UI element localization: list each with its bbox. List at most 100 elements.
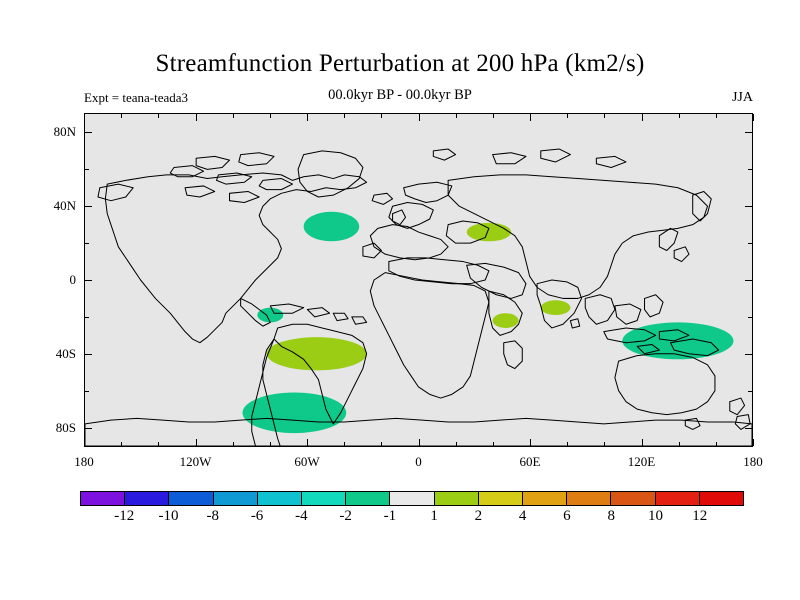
y-tick <box>745 428 752 429</box>
y-tick <box>85 169 89 170</box>
x-tick <box>456 114 457 118</box>
x-tick <box>679 442 680 446</box>
x-tick <box>381 114 382 118</box>
y-tick <box>85 391 89 392</box>
world-map <box>85 148 752 446</box>
colorbar-swatch <box>346 492 391 505</box>
x-tick <box>419 114 420 121</box>
x-tick <box>642 114 643 121</box>
colorbar-tick-label: 4 <box>518 508 527 524</box>
x-tick <box>419 439 420 446</box>
map-plot-area <box>84 113 753 447</box>
colorbar-tick-label: 10 <box>647 508 663 524</box>
y-tick <box>748 243 752 244</box>
x-tick <box>270 114 271 118</box>
x-axis-label: 120E <box>627 454 656 469</box>
x-tick <box>679 114 680 118</box>
x-tick <box>530 439 531 446</box>
colorbar-tick-label: -4 <box>295 508 308 524</box>
y-tick <box>85 132 92 133</box>
x-tick <box>604 114 605 118</box>
coastline-layer <box>85 148 752 446</box>
x-tick <box>344 114 345 118</box>
colorbar-swatch <box>390 492 435 505</box>
x-tick <box>530 114 531 121</box>
colorbar-swatch <box>611 492 656 505</box>
anomaly-shading-layer <box>242 211 734 434</box>
x-axis-label: 180 <box>74 454 94 469</box>
colorbar-tick-label: -10 <box>158 508 179 524</box>
colorbar-swatch <box>523 492 568 505</box>
y-axis-label: 0 <box>69 272 77 287</box>
y-tick <box>85 354 92 355</box>
x-tick <box>753 114 754 121</box>
y-tick <box>85 428 92 429</box>
x-tick <box>456 442 457 446</box>
x-tick <box>716 442 717 446</box>
x-axis-label: 0 <box>415 454 422 469</box>
x-tick <box>567 114 568 118</box>
colorbar-tick-label: -12 <box>114 508 135 524</box>
experiment-label: Expt = teana-teada3 <box>84 90 189 105</box>
colorbar-tick-label: 2 <box>474 508 483 524</box>
subtitle: 00.0kyr BP - 00.0kyr BP <box>328 87 472 103</box>
colorbar-swatch <box>257 492 303 505</box>
anomaly-region <box>266 337 367 371</box>
colorbar-swatch <box>655 492 700 505</box>
y-tick <box>745 206 752 207</box>
colorbar <box>80 491 744 506</box>
colorbar-tick-label: 12 <box>692 508 708 524</box>
colorbar-swatch <box>434 492 479 505</box>
colorbar-tick-label: -6 <box>250 508 264 524</box>
x-tick <box>604 442 605 446</box>
x-tick <box>84 439 85 446</box>
x-tick <box>84 114 85 121</box>
anomaly-region <box>466 222 512 242</box>
y-tick <box>748 391 752 392</box>
y-tick <box>85 206 92 207</box>
colorbar-tick-label: -8 <box>206 508 220 524</box>
x-tick <box>121 442 122 446</box>
x-tick <box>753 439 754 446</box>
x-axis-label: 60E <box>519 454 541 469</box>
y-axis-label: 80N <box>53 123 76 139</box>
anomaly-region <box>303 211 360 242</box>
colorbar-swatch <box>478 492 524 505</box>
x-tick <box>196 114 197 121</box>
colorbar-swatch <box>302 492 347 505</box>
colorbar-tick-label: 8 <box>607 508 615 524</box>
anomaly-region <box>492 313 519 328</box>
page-title: Streamfunction Perturbation at 200 hPa (… <box>155 50 645 77</box>
x-tick <box>307 114 308 121</box>
x-tick <box>158 442 159 446</box>
x-tick <box>493 442 494 446</box>
x-tick <box>270 442 271 446</box>
x-tick <box>158 114 159 118</box>
colorbar-swatch <box>213 492 258 505</box>
x-tick <box>716 114 717 118</box>
y-tick <box>745 280 752 281</box>
colorbar-tick-label: 6 <box>563 508 571 524</box>
colorbar-swatch <box>567 492 612 505</box>
x-tick <box>233 114 234 118</box>
x-tick <box>121 114 122 118</box>
colorbar-tick-label: -2 <box>339 508 352 524</box>
anomaly-region <box>622 322 734 360</box>
colorbar-swatch <box>125 492 170 505</box>
x-axis-label: 180 <box>743 454 763 469</box>
x-tick <box>381 442 382 446</box>
y-tick <box>748 317 752 318</box>
x-tick <box>233 442 234 446</box>
colorbar-swatch <box>699 492 744 505</box>
x-axis-label: 120W <box>179 454 212 469</box>
colorbar-swatch <box>81 492 126 505</box>
season-label: JJA <box>731 90 753 105</box>
x-axis-label: 60W <box>294 454 320 469</box>
x-tick <box>307 439 308 446</box>
y-tick <box>85 280 92 281</box>
x-tick <box>642 439 643 446</box>
anomaly-region <box>257 307 284 323</box>
x-tick <box>493 114 494 118</box>
y-tick <box>85 243 89 244</box>
